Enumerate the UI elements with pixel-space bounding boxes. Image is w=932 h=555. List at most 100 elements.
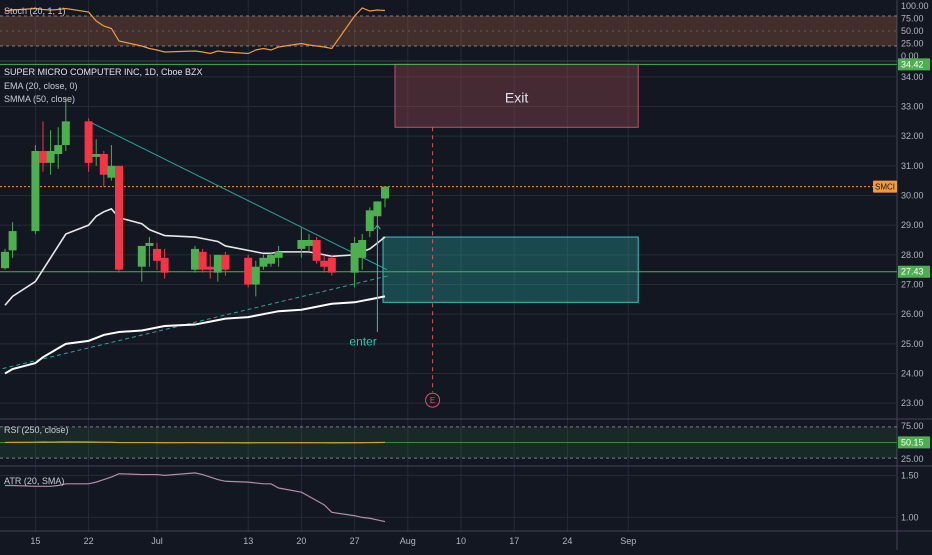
rsi-line <box>4 441 386 444</box>
candle-body <box>31 151 40 232</box>
price-tick-label: 33.00 <box>901 102 924 112</box>
legend-ema: EMA (20, close, 0) <box>4 81 78 91</box>
resistance-price-label: 34.42 <box>898 58 930 71</box>
price-tick-label: 28.00 <box>901 250 924 260</box>
candle <box>274 245 283 267</box>
candle <box>61 97 70 151</box>
candle-body <box>327 257 336 273</box>
stoch-band <box>0 16 897 46</box>
candle-body <box>213 254 222 273</box>
x-tick-label: 24 <box>562 536 572 546</box>
candle-body <box>312 240 321 261</box>
atr-tick-label: 1.00 <box>901 512 919 522</box>
candle <box>305 234 313 252</box>
support-price-label: 27.43 <box>898 265 930 278</box>
stoch-title: Stoch (20, 1, 1) <box>4 6 66 16</box>
entry-zone <box>382 236 639 303</box>
candle-body <box>297 240 306 249</box>
rsi-current-label: 50.15 <box>901 437 924 447</box>
candle <box>137 245 146 282</box>
candle <box>84 118 93 172</box>
candle <box>312 237 321 264</box>
candle <box>198 248 207 273</box>
candle-body <box>198 251 207 270</box>
entry-label: enter <box>349 334 376 348</box>
candle-body <box>358 240 367 258</box>
x-tick-label: 22 <box>84 536 94 546</box>
candle <box>54 127 63 169</box>
candle-body <box>206 266 215 270</box>
candle <box>39 121 47 172</box>
x-tick-label: 15 <box>30 536 40 546</box>
candle-body <box>137 245 146 267</box>
candle-body <box>54 145 63 154</box>
candle-body <box>145 242 154 246</box>
resistance-price-label-bg <box>898 58 930 71</box>
price-tick-label: 30.00 <box>901 191 924 201</box>
candle <box>297 228 306 258</box>
stoch-tick-label: 75.00 <box>901 14 924 24</box>
candle-body <box>350 242 359 273</box>
support-price-label-bg <box>898 265 930 278</box>
stoch-panel: 100.00 75.00 50.00 25.00 0.00 Stoch (20, 1, 1… <box>0 1 929 61</box>
candle <box>365 207 374 238</box>
candle <box>350 237 359 288</box>
candle <box>99 151 108 187</box>
x-tick-label: Aug <box>400 536 416 546</box>
candle <box>373 201 382 226</box>
price-title: SUPER MICRO COMPUTER INC, 1D, Cboe BZX <box>4 67 203 77</box>
candle-body <box>305 240 313 246</box>
stoch-tick-label: 50.00 <box>901 26 924 36</box>
rsi-panel: 75.00 25.00 50.15 RSI (250, close) <box>0 421 930 464</box>
x-tick-label: Jul <box>151 536 163 546</box>
candle <box>251 260 260 297</box>
candle-body <box>381 186 389 199</box>
x-tick-label: 27 <box>350 536 360 546</box>
entry-arrow-head <box>373 224 381 230</box>
earnings-marker <box>425 392 441 408</box>
candle <box>1 248 9 270</box>
candle <box>191 245 199 273</box>
ema-line <box>4 207 386 306</box>
price-tick-label: 29.00 <box>901 220 924 230</box>
candle-body <box>92 153 101 157</box>
candle <box>358 234 367 270</box>
rsi-title: RSI (250, close) <box>4 425 69 435</box>
candle-body <box>39 151 47 163</box>
rsi-current-label-bg <box>898 436 930 449</box>
candle-body <box>99 153 108 175</box>
candle <box>206 254 215 279</box>
stoch-line <box>4 7 386 55</box>
atr-tick-label: 1.50 <box>901 470 919 480</box>
earnings-marker-label: E <box>430 396 435 405</box>
candle-body <box>1 251 9 269</box>
candle-body <box>244 257 253 285</box>
stoch-tick-label: 25.00 <box>901 39 924 49</box>
candle <box>221 251 230 276</box>
candle-body <box>320 260 329 267</box>
candle <box>46 130 55 175</box>
price-tick-label: 23.00 <box>901 398 924 408</box>
current-symbol-label: SMCI <box>873 180 897 193</box>
current-symbol-label-bg <box>873 180 897 193</box>
candle-body <box>267 254 275 264</box>
x-tick-label: 20 <box>296 536 306 546</box>
price-tick-label: 27.00 <box>901 280 924 290</box>
candle-body <box>274 251 283 258</box>
candle <box>327 254 336 276</box>
candle-body <box>115 165 123 270</box>
stoch-tick-label: 0.00 <box>901 51 919 61</box>
price-tick-label: 34.00 <box>901 72 924 82</box>
candle <box>213 254 222 282</box>
candle <box>259 254 268 270</box>
exit-zone <box>394 63 639 128</box>
candle-body <box>259 257 268 267</box>
candle <box>160 248 169 279</box>
atr-title: ATR (20, SMA) <box>4 476 64 486</box>
candle-body <box>153 248 161 261</box>
legend-smma: SMMA (50, close) <box>4 94 75 104</box>
